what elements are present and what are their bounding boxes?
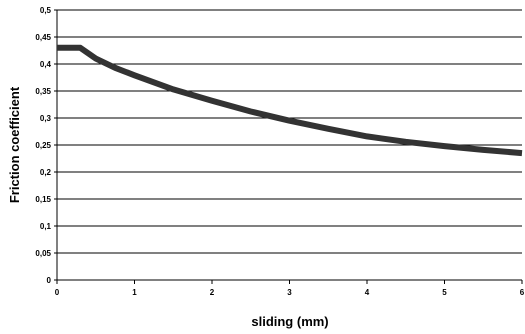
y-tick-label: 0,15: [35, 195, 51, 204]
y-axis-label: Friction coefficient: [7, 86, 22, 203]
y-tick-label: 0,2: [40, 168, 52, 177]
y-tick-label: 0,5: [40, 6, 52, 15]
y-tick-label: 0,05: [35, 249, 51, 258]
axes: [54, 9, 523, 284]
y-tick-label: 0,1: [40, 222, 52, 231]
x-tick-label: 3: [287, 288, 292, 297]
x-tick-label: 5: [442, 288, 447, 297]
series-layer: [57, 44, 523, 157]
x-tick-label: 4: [365, 288, 370, 297]
x-tick-label: 6: [520, 288, 525, 297]
x-axis-label: sliding (mm): [251, 314, 328, 329]
y-tick-label: 0,3: [40, 114, 52, 123]
x-tick-label: 2: [210, 288, 215, 297]
y-tick-label: 0,25: [35, 141, 51, 150]
series-line: [57, 44, 523, 157]
x-tick-label: 1: [132, 288, 137, 297]
y-tick-label: 0: [47, 276, 52, 285]
y-tick-label: 0,35: [35, 87, 51, 96]
y-tick-label: 0,4: [40, 60, 52, 69]
x-tick-label: 0: [55, 288, 60, 297]
y-tick-label: 0,45: [35, 33, 51, 42]
grid-lines: [57, 9, 522, 254]
tick-labels: 0 0,05 0,1 0,15 0,2 0,25 0,3 0,35 0,4 0,45 0,5 0 1 2 3…: [35, 6, 524, 297]
